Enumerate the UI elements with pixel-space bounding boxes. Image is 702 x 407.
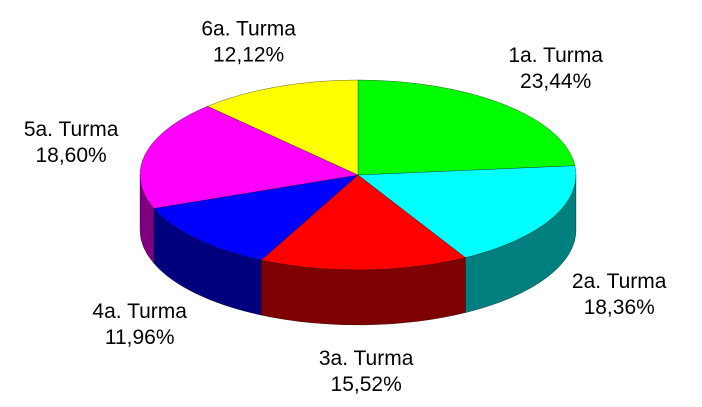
slice-value: 18,60% (35, 144, 106, 167)
slice-label: 3a. Turma (319, 347, 414, 370)
slice-value: 18,36% (584, 296, 655, 319)
slice-label: 1a. Turma (508, 44, 603, 67)
slice-value: 11,96% (105, 326, 175, 349)
slice (357, 165, 577, 258)
slice (207, 79, 359, 176)
slice-value: 23,44% (520, 70, 591, 93)
slice-label: 5a. Turma (24, 118, 119, 141)
slice-label: 4a. Turma (92, 300, 187, 323)
slice-label: 2a. Turma (572, 270, 667, 293)
slice (357, 79, 576, 176)
slice-value: 15,52% (331, 373, 402, 396)
slice (139, 106, 359, 209)
slice (153, 174, 359, 261)
slice (260, 174, 466, 271)
slice-label: 6a. Turma (201, 17, 296, 40)
slice-value: 12,12% (213, 43, 284, 66)
